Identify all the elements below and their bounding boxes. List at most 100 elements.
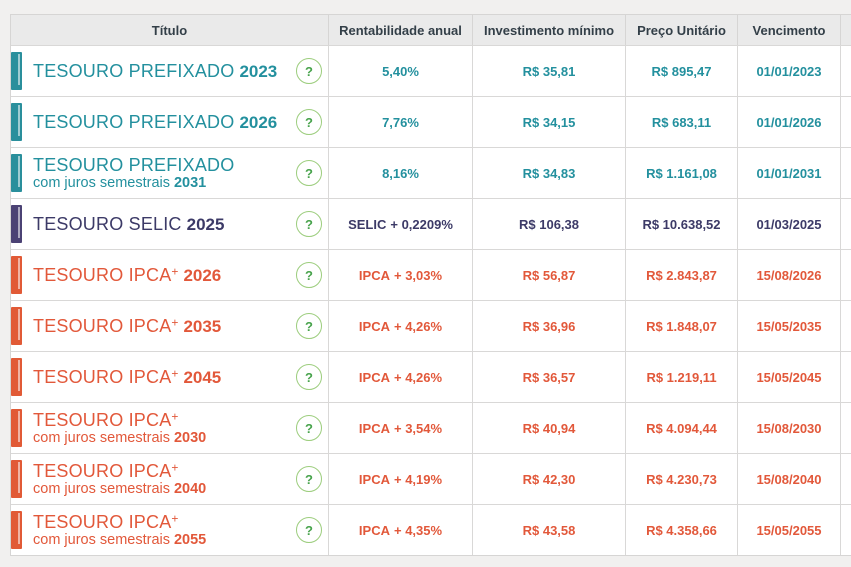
column-header-extra-clipped	[841, 15, 851, 45]
category-color-bar	[11, 358, 22, 396]
help-question-icon[interactable]: ?	[296, 517, 322, 543]
cell-vencimento: 15/05/2035	[738, 301, 841, 351]
cell-investimento-minimo: R$ 42,30	[473, 454, 626, 504]
plus-superscript: +	[171, 409, 179, 424]
column-header-rentabilidade-anual: Rentabilidade anual	[329, 15, 473, 45]
plus-superscript: +	[171, 460, 179, 475]
cell-extra-clipped	[841, 352, 851, 402]
bond-title: TESOURO IPCA+ 2045	[33, 367, 221, 387]
cell-vencimento: 15/05/2045	[738, 352, 841, 402]
rate-value: + 4,26%	[393, 318, 443, 334]
bond-year: 2040	[173, 480, 207, 497]
category-color-bar	[11, 460, 22, 498]
rate-index-label: IPCA	[358, 369, 390, 385]
rate-value: + 4,26%	[393, 369, 443, 385]
bond-subtitle: com juros semestrais	[33, 174, 170, 191]
cell-rentabilidade-anual: SELIC + 0,2209%	[329, 199, 473, 249]
table-row: TESOURO IPCA+ 2026 ? IPCA + 3,03% R$ 56,87…	[11, 249, 851, 300]
column-header-investimento-minimo: Investimento mínimo	[473, 15, 626, 45]
plus-superscript: +	[171, 315, 179, 330]
bond-name: TESOURO SELIC	[33, 213, 182, 234]
table-header-row: Título Rentabilidade anual Investimento …	[11, 15, 851, 45]
help-question-icon[interactable]: ?	[296, 415, 322, 441]
cell-titulo: TESOURO PREFIXADO com juros semestrais 20…	[11, 148, 329, 198]
bond-year: 2026	[183, 265, 222, 285]
bond-subtitle: com juros semestrais	[33, 480, 170, 497]
cell-investimento-minimo: R$ 56,87	[473, 250, 626, 300]
rate-value: + 4,19%	[393, 471, 443, 487]
cell-investimento-minimo: R$ 35,81	[473, 46, 626, 96]
bond-title: TESOURO PREFIXADO 2023	[33, 61, 277, 81]
help-question-icon[interactable]: ?	[296, 466, 322, 492]
bond-name: TESOURO IPCA	[33, 315, 172, 336]
bond-title-line2: com juros semestrais 2030	[33, 430, 206, 446]
rate-value: + 0,2209%	[390, 216, 453, 232]
bond-title-line1: TESOURO IPCA+	[33, 410, 206, 430]
bond-title-line1: TESOURO PREFIXADO	[33, 155, 234, 175]
bond-title-line1: TESOURO PREFIXADO 2026	[33, 112, 277, 132]
rate-value: 7,76%	[382, 114, 419, 130]
cell-preco-unitario: R$ 1.848,07	[626, 301, 738, 351]
cell-preco-unitario: R$ 683,11	[626, 97, 738, 147]
cell-titulo: TESOURO PREFIXADO 2023 ?	[11, 46, 329, 96]
rate-index-label: IPCA	[358, 318, 390, 334]
cell-vencimento: 01/01/2023	[738, 46, 841, 96]
cell-titulo: TESOURO IPCA+ 2045 ?	[11, 352, 329, 402]
table-body: TESOURO PREFIXADO 2023 ? 5,40% R$ 35,81 R…	[11, 45, 851, 555]
cell-rentabilidade-anual: IPCA + 4,26%	[329, 352, 473, 402]
bond-title-line1: TESOURO IPCA+ 2026	[33, 265, 221, 285]
cell-rentabilidade-anual: IPCA + 4,19%	[329, 454, 473, 504]
bond-title-line1: TESOURO PREFIXADO 2023	[33, 61, 277, 81]
cell-rentabilidade-anual: IPCA + 4,26%	[329, 301, 473, 351]
bond-title: TESOURO IPCA+ com juros semestrais 2055	[33, 512, 206, 548]
bond-subtitle: com juros semestrais	[33, 531, 170, 548]
table-row: TESOURO PREFIXADO 2026 ? 7,76% R$ 34,15 R…	[11, 96, 851, 147]
rate-value: 5,40%	[382, 63, 419, 79]
rate-value: + 3,03%	[393, 267, 443, 283]
bond-name: TESOURO IPCA	[33, 460, 172, 481]
bond-title-line1: TESOURO IPCA+	[33, 512, 206, 532]
bond-name: TESOURO PREFIXADO	[33, 154, 235, 175]
help-question-icon[interactable]: ?	[296, 313, 322, 339]
cell-vencimento: 15/08/2040	[738, 454, 841, 504]
help-question-icon[interactable]: ?	[296, 160, 322, 186]
bond-title: TESOURO IPCA+ com juros semestrais 2040	[33, 461, 206, 497]
column-header-titulo: Título	[11, 15, 329, 45]
table-row: TESOURO IPCA+ 2035 ? IPCA + 4,26% R$ 36,96…	[11, 300, 851, 351]
cell-vencimento: 15/08/2026	[738, 250, 841, 300]
bond-title-line2: com juros semestrais 2055	[33, 532, 206, 548]
bond-year: 2023	[239, 61, 278, 81]
table-row: TESOURO PREFIXADO com juros semestrais 20…	[11, 147, 851, 198]
bond-year: 2026	[239, 112, 278, 132]
cell-vencimento: 01/01/2026	[738, 97, 841, 147]
bond-title: TESOURO IPCA+ 2035	[33, 316, 221, 336]
cell-extra-clipped	[841, 454, 851, 504]
help-question-icon[interactable]: ?	[296, 262, 322, 288]
column-header-preco-unitario: Preço Unitário	[626, 15, 738, 45]
cell-investimento-minimo: R$ 36,57	[473, 352, 626, 402]
help-question-icon[interactable]: ?	[296, 109, 322, 135]
table-row: TESOURO IPCA+ 2045 ? IPCA + 4,26% R$ 36,57…	[11, 351, 851, 402]
cell-vencimento: 01/03/2025	[738, 199, 841, 249]
cell-extra-clipped	[841, 97, 851, 147]
cell-investimento-minimo: R$ 40,94	[473, 403, 626, 453]
category-color-bar	[11, 103, 22, 141]
cell-rentabilidade-anual: IPCA + 4,35%	[329, 505, 473, 555]
cell-investimento-minimo: R$ 34,83	[473, 148, 626, 198]
bond-title-line1: TESOURO IPCA+ 2045	[33, 367, 221, 387]
help-question-icon[interactable]: ?	[296, 364, 322, 390]
cell-investimento-minimo: R$ 36,96	[473, 301, 626, 351]
table-row: TESOURO IPCA+ com juros semestrais 2040 ?…	[11, 453, 851, 504]
plus-superscript: +	[171, 366, 179, 381]
cell-titulo: TESOURO IPCA+ com juros semestrais 2055 ?	[11, 505, 329, 555]
help-question-icon[interactable]: ?	[296, 211, 322, 237]
cell-titulo: TESOURO IPCA+ 2026 ?	[11, 250, 329, 300]
help-question-icon[interactable]: ?	[296, 58, 322, 84]
cell-rentabilidade-anual: 8,16%	[329, 148, 473, 198]
bond-title: TESOURO IPCA+ com juros semestrais 2030	[33, 410, 206, 446]
cell-preco-unitario: R$ 1.161,08	[626, 148, 738, 198]
cell-preco-unitario: R$ 4.358,66	[626, 505, 738, 555]
cell-preco-unitario: R$ 10.638,52	[626, 199, 738, 249]
cell-investimento-minimo: R$ 34,15	[473, 97, 626, 147]
cell-rentabilidade-anual: IPCA + 3,54%	[329, 403, 473, 453]
